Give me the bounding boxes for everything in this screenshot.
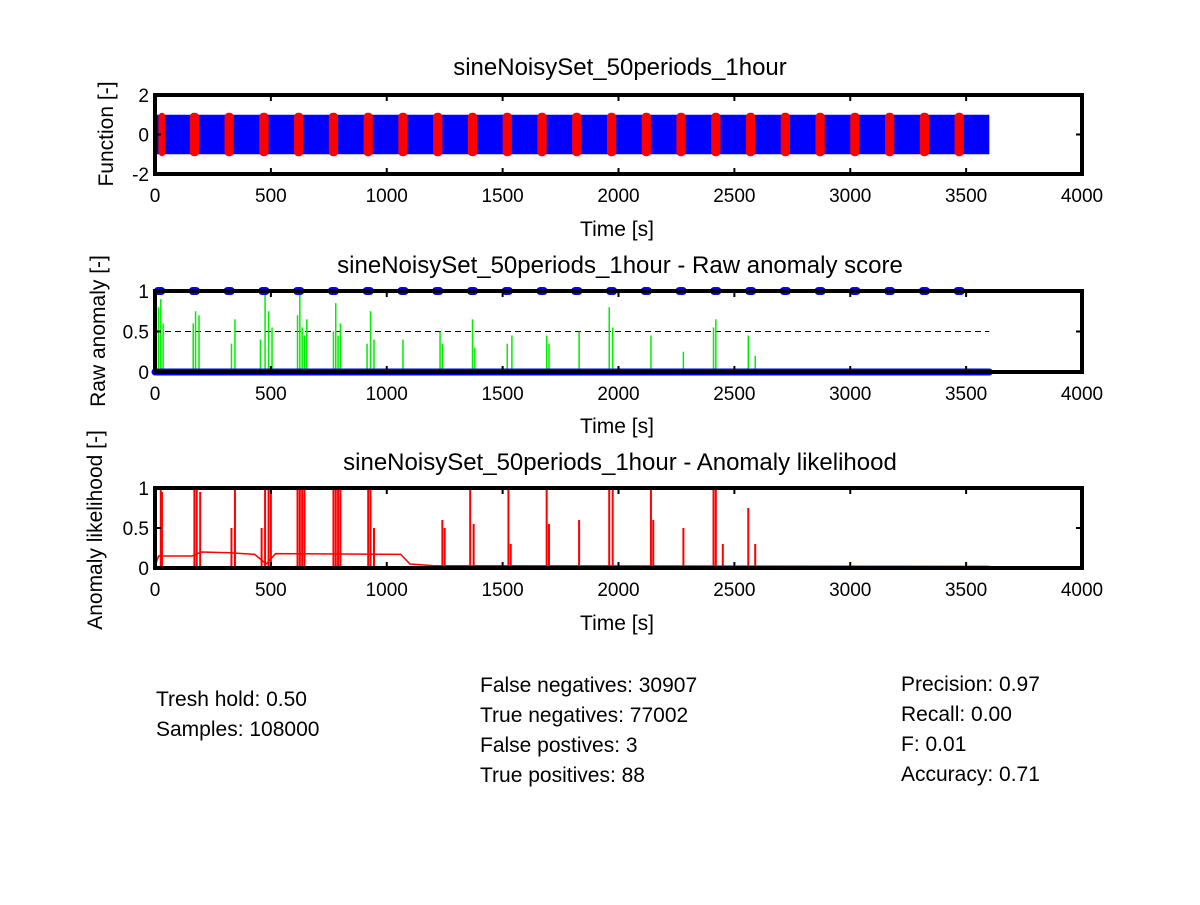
stat-f: F: 0.01 [901,733,967,756]
stat-true-negatives: True negatives: 77002 [480,704,689,727]
anomaly-segment [502,112,512,157]
x-tick-label: 1500 [481,384,523,405]
anomaly-segment [398,112,408,157]
anomaly-segment [467,112,478,157]
anomaly-segment [745,112,756,157]
anomaly-segment [328,112,339,157]
anomaly-segment [711,112,721,157]
anomaly-segment [158,112,166,157]
stat-accuracy: Accuracy: 0.71 [901,763,1040,786]
x-tick-label: 4000 [1061,580,1103,601]
plot-function-title: sineNoisySet_50periods_1hour [453,54,787,81]
plot-raw-anomaly-title: sineNoisySet_50periods_1hour - Raw anoma… [337,252,903,279]
x-tick-label: 2000 [597,384,639,405]
anomaly-segment [224,112,234,157]
x-tick-label: 4000 [1061,186,1103,207]
plot-anomaly-likelihood-title: sineNoisySet_50periods_1hour - Anomaly l… [343,449,897,476]
plot-function-xlabel: Time [s] [580,218,654,241]
stat-recall: Recall: 0.00 [901,703,1012,726]
anomaly-segment [572,112,582,157]
x-tick-label: 2500 [713,580,755,601]
anomaly-segment [954,112,964,157]
anomaly-segment [537,112,547,157]
x-tick-label: 500 [255,580,287,601]
plot-area-0 [155,112,990,157]
anomaly-segment [433,112,443,157]
x-tick-label: 500 [255,384,287,405]
stat-samples: Samples: 108000 [156,718,320,741]
anomaly-segment [919,112,930,157]
plot-raw-anomaly-ylabel: Raw anomaly [-] [87,255,110,407]
plot-raw-anomaly: sineNoisySet_50periods_1hour - Raw anoma… [87,252,1103,438]
x-tick-label: 3500 [945,186,987,207]
anomaly-segment [780,112,790,157]
x-tick-label: 500 [255,186,287,207]
x-tick-label: 2500 [713,186,755,207]
stat-false-positives: False postives: 3 [480,734,638,757]
anomaly-segment [641,112,651,157]
anomaly-segment [294,112,304,157]
likelihood-baseline [154,551,990,568]
x-tick-label: 1000 [366,186,408,207]
y-tick-label: 0 [138,559,149,580]
y-tick-label: 1 [138,479,149,500]
y-tick-label: 0 [138,126,149,147]
x-tick-label: 3000 [829,186,871,207]
x-tick-label: 0 [150,580,161,601]
y-tick-label: 1 [138,282,149,303]
x-tick-label: 0 [150,384,161,405]
y-tick-label: 0 [138,363,149,384]
anomaly-segment [189,112,200,157]
x-tick-label: 0 [150,186,161,207]
x-tick-label: 3000 [829,580,871,601]
y-tick-label: 0.5 [123,323,149,344]
x-tick-label: 1500 [481,186,523,207]
x-tick-label: 1000 [366,384,408,405]
plot-area-1 [151,287,993,376]
x-tick-label: 3500 [945,384,987,405]
x-tick-label: 3500 [945,580,987,601]
x-tick-label: 1000 [366,580,408,601]
y-tick-label: -2 [132,165,149,186]
anomaly-segment [815,112,825,157]
x-tick-label: 4000 [1061,384,1103,405]
plot-raw-anomaly-xlabel: Time [s] [580,415,654,438]
y-tick-label: 0.5 [123,519,149,540]
axes-frame-2 [153,486,1084,570]
anomaly-segment [676,112,686,157]
anomaly-segment [259,112,269,157]
anomaly-segment [885,112,895,157]
plot-anomaly-likelihood-xlabel: Time [s] [580,612,654,635]
plot-area-2 [154,488,990,568]
plot-function-ylabel: Function [-] [95,81,118,186]
anomaly-segment [850,112,860,157]
x-tick-label: 1500 [481,580,523,601]
anomaly-segment [606,112,617,157]
stat-false-negatives: False negatives: 30907 [480,674,698,697]
anomaly-segment [363,112,373,157]
plot-anomaly-likelihood: sineNoisySet_50periods_1hour - Anomaly l… [84,430,1103,635]
x-tick-label: 3000 [829,384,871,405]
y-tick-label: 2 [138,86,149,107]
plot-function: sineNoisySet_50periods_1hour Function [-… [95,54,1103,241]
plot-anomaly-likelihood-ylabel: Anomaly likelihood [-] [84,430,107,630]
stat-true-positives: True positives: 88 [480,764,645,787]
stat-threshold: Tresh hold: 0.50 [156,688,307,711]
x-tick-label: 2000 [597,186,639,207]
x-tick-label: 2000 [597,580,639,601]
stat-precision: Precision: 0.97 [901,673,1040,696]
x-tick-label: 2500 [713,384,755,405]
